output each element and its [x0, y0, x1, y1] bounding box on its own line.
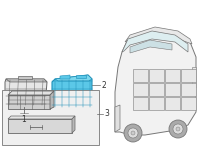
FancyBboxPatch shape [148, 69, 164, 81]
FancyBboxPatch shape [164, 96, 180, 110]
FancyBboxPatch shape [164, 69, 180, 81]
FancyBboxPatch shape [180, 82, 196, 96]
Polygon shape [192, 67, 196, 87]
Circle shape [173, 124, 183, 134]
Text: 2: 2 [101, 81, 106, 90]
Circle shape [169, 120, 187, 138]
Circle shape [131, 131, 135, 135]
Polygon shape [18, 76, 32, 79]
Polygon shape [125, 27, 192, 44]
FancyBboxPatch shape [132, 82, 148, 96]
Text: 1: 1 [22, 115, 26, 124]
FancyBboxPatch shape [2, 90, 99, 145]
Polygon shape [115, 29, 196, 135]
Polygon shape [76, 75, 86, 78]
Polygon shape [8, 116, 75, 119]
Polygon shape [8, 119, 72, 133]
Polygon shape [60, 75, 70, 79]
Polygon shape [6, 79, 47, 82]
Polygon shape [122, 31, 188, 52]
Polygon shape [115, 105, 120, 132]
Polygon shape [52, 75, 92, 109]
Polygon shape [50, 91, 54, 109]
Circle shape [128, 128, 138, 138]
Polygon shape [72, 116, 75, 133]
FancyBboxPatch shape [180, 69, 196, 81]
FancyBboxPatch shape [180, 96, 196, 110]
Polygon shape [8, 91, 54, 95]
Polygon shape [130, 40, 172, 53]
FancyBboxPatch shape [132, 69, 148, 81]
Text: 3: 3 [104, 110, 109, 118]
FancyBboxPatch shape [148, 96, 164, 110]
Circle shape [176, 127, 180, 131]
Circle shape [124, 124, 142, 142]
FancyBboxPatch shape [132, 96, 148, 110]
FancyBboxPatch shape [148, 82, 164, 96]
Polygon shape [5, 79, 47, 107]
Polygon shape [55, 75, 92, 81]
Polygon shape [8, 95, 50, 109]
FancyBboxPatch shape [164, 82, 180, 96]
